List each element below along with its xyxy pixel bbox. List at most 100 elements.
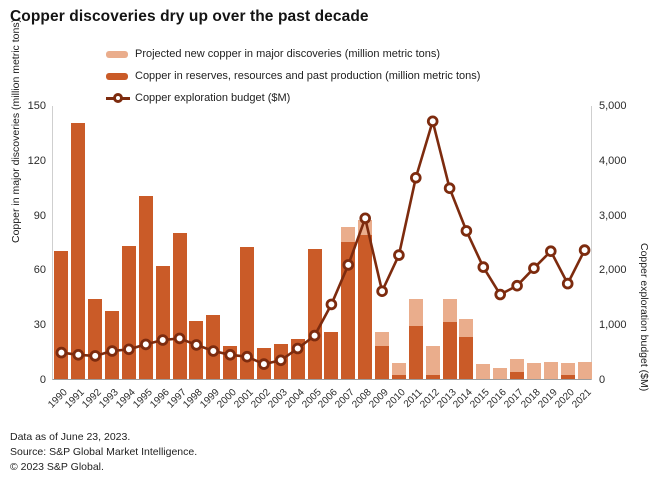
- bar-2006: [324, 331, 339, 379]
- budget-point-1998: [190, 339, 203, 351]
- budget-point-2021: [578, 244, 591, 256]
- bar-2020: [560, 362, 575, 379]
- bar-2011: [408, 298, 423, 379]
- bar-2015: [476, 364, 491, 379]
- reserves-bar-segment: [442, 322, 457, 379]
- legend-item-reserves: Copper in reserves, resources and past p…: [106, 65, 480, 87]
- reserves-bar-segment: [307, 249, 322, 379]
- left-tick-0: 0: [39, 374, 46, 386]
- budget-point-2012: [426, 115, 439, 128]
- reserves-bar-segment: [138, 196, 153, 379]
- left-tick-60: 60: [33, 264, 46, 277]
- budget-point-2020: [561, 277, 574, 290]
- right-tick-0: 0: [599, 374, 606, 386]
- projected-bar-segment: [425, 346, 440, 376]
- legend-label-projected: Projected new copper in major discoverie…: [135, 48, 441, 60]
- bar-2018: [526, 363, 541, 379]
- budget-point-2010: [393, 249, 405, 261]
- bar-1996: [155, 265, 170, 379]
- budget-point-2014: [460, 225, 473, 237]
- left-tick-30: 30: [33, 319, 46, 332]
- projected-bar-segment: [510, 358, 525, 372]
- bar-2012: [425, 346, 440, 379]
- legend-label-budget: Copper exploration budget ($M): [135, 92, 291, 104]
- reserves-bar-segment: [71, 123, 86, 379]
- budget-point-2018: [528, 262, 540, 275]
- reserves-bar-segment: [155, 265, 170, 379]
- budget-point-2011: [409, 172, 422, 184]
- left-tick-150: 150: [27, 100, 46, 112]
- budget-point-2000: [224, 349, 237, 361]
- right-tick-4,000: 4,000: [599, 154, 627, 167]
- source-line: Source: S&P Global Market Intelligence.: [10, 446, 198, 459]
- right-tick-1,000: 1,000: [599, 319, 627, 332]
- projected-bar-segment: [391, 362, 406, 376]
- projected-bar-segment: [375, 331, 390, 347]
- budget-point-2002: [258, 358, 270, 370]
- budget-point-1991: [72, 349, 85, 361]
- projected-bar-segment: [526, 363, 541, 379]
- projected-bar-segment: [543, 361, 558, 379]
- reserves-bar-segment: [425, 375, 440, 379]
- budget-point-2016: [494, 288, 507, 301]
- chart-title: Copper discoveries dry up over the past …: [10, 8, 369, 25]
- legend-item-projected: Projected new copper in major discoverie…: [106, 43, 480, 65]
- budget-point-2017: [511, 279, 523, 292]
- budget-point-2008: [359, 212, 372, 225]
- budget-point-1994: [123, 343, 135, 356]
- reserves-bar-segment: [240, 247, 255, 379]
- bar-2005: [307, 249, 322, 379]
- projected-bar-segment: [493, 368, 508, 379]
- bar-2016: [493, 368, 508, 379]
- budget-point-2001: [241, 350, 253, 363]
- budget-point-2013: [443, 182, 456, 194]
- budget-point-2019: [544, 245, 557, 258]
- reserves-bar-segment: [391, 375, 406, 379]
- reserves-bar-segment: [560, 375, 575, 379]
- budget-point-1993: [106, 345, 118, 357]
- bar-2010: [391, 362, 406, 379]
- bar-2001: [240, 247, 255, 379]
- budget-point-2005: [308, 329, 321, 342]
- budget-line-series: [55, 115, 591, 370]
- budget-point-2004: [291, 342, 304, 355]
- budget-point-2006: [325, 298, 338, 311]
- budget-line-marker-icon: [106, 93, 130, 103]
- copyright-line: © 2023 S&P Global.: [10, 461, 104, 474]
- bar-1990: [54, 251, 69, 379]
- reserves-bar-segment: [459, 337, 474, 379]
- bar-1991: [71, 123, 86, 379]
- legend: Projected new copper in major discoverie…: [106, 43, 480, 109]
- right-tick-2,000: 2,000: [599, 264, 627, 277]
- reserves-bar-segment: [408, 326, 423, 379]
- reserves-bar-segment: [324, 331, 339, 379]
- budget-point-1990: [55, 346, 68, 359]
- projected-bar-segment: [442, 298, 457, 323]
- left-tick-90: 90: [33, 209, 46, 222]
- bar-2013: [442, 298, 457, 379]
- reserves-bar-segment: [510, 371, 525, 379]
- budget-point-1992: [89, 350, 101, 362]
- reserves-swatch-icon: [106, 72, 128, 80]
- bar-2009: [375, 331, 390, 379]
- projected-bar-segment: [577, 361, 592, 379]
- projected-bar-segment: [459, 318, 474, 337]
- reserves-bar-segment: [375, 346, 390, 379]
- data-as-of-line: Data as of June 23, 2023.: [10, 431, 131, 443]
- budget-point-2015: [477, 261, 490, 273]
- plot-area: [52, 106, 592, 380]
- right-tick-3,000: 3,000: [599, 209, 627, 222]
- legend-label-reserves: Copper in reserves, resources and past p…: [135, 70, 481, 82]
- bar-2017: [510, 358, 525, 379]
- budget-point-1999: [207, 345, 220, 357]
- projected-bar-segment: [408, 298, 423, 327]
- budget-point-1995: [140, 338, 152, 351]
- budget-point-2007: [342, 259, 355, 271]
- bar-2014: [459, 318, 474, 379]
- reserves-bar-segment: [54, 251, 69, 379]
- projected-bar-segment: [560, 362, 575, 376]
- right-tick-5,000: 5,000: [599, 100, 627, 112]
- left-tick-120: 120: [27, 154, 46, 167]
- budget-point-1997: [173, 332, 186, 345]
